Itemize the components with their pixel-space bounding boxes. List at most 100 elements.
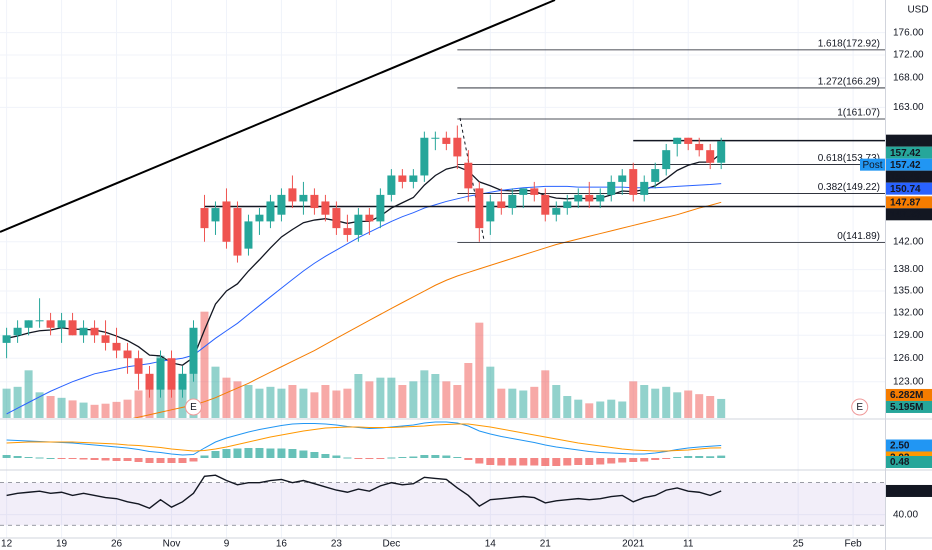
price-tag — [886, 439, 932, 452]
macd-histogram — [706, 456, 715, 458]
volume-bar — [376, 377, 385, 418]
volume-bar — [112, 401, 121, 418]
candle-body — [706, 150, 715, 163]
macd-histogram — [354, 458, 363, 459]
candle-body — [684, 137, 693, 144]
candle-body — [277, 194, 286, 215]
x-tick-label: 21 — [540, 539, 552, 550]
candle-body — [46, 320, 55, 328]
candle-body — [178, 373, 187, 390]
macd-histogram — [123, 458, 132, 461]
x-tick-label: 25 — [793, 539, 805, 550]
volume-bar — [596, 401, 605, 418]
macd-histogram — [343, 457, 352, 459]
fib-label: 0.618(153.73) — [818, 153, 880, 164]
price-tag — [886, 400, 932, 413]
macd-histogram — [607, 458, 616, 464]
event-label: E — [856, 402, 863, 413]
y-tick-label: 138.00 — [893, 264, 924, 275]
candle-body — [552, 208, 561, 215]
macd-histogram — [596, 458, 605, 465]
candle-body — [420, 137, 429, 176]
price-tag — [886, 388, 932, 401]
price-tag — [886, 208, 932, 221]
macd-histogram — [442, 455, 451, 458]
candle-body — [332, 208, 341, 229]
fib-label: 1.618(172.92) — [818, 38, 880, 49]
volume-bar — [563, 396, 572, 418]
macd-histogram — [684, 456, 693, 458]
candle-body — [156, 358, 165, 390]
x-tick-label: 14 — [485, 539, 497, 550]
volume-bar — [398, 385, 407, 418]
price-tag-label: 157.42 — [890, 160, 921, 171]
candle-body — [233, 208, 242, 256]
macd-histogram — [530, 458, 539, 466]
volume-bar — [585, 403, 594, 418]
volume-bar — [695, 394, 704, 418]
candle-body — [640, 181, 649, 195]
candle-body — [717, 141, 726, 163]
moving-average — [6, 183, 722, 415]
macd-histogram — [266, 448, 275, 458]
y-tick-label: 176.00 — [893, 27, 924, 38]
volume-bar — [35, 392, 44, 418]
fib-label: 1.272(166.29) — [818, 77, 880, 88]
candle-body — [13, 327, 22, 336]
price-tag — [886, 146, 932, 159]
macd-histogram — [365, 458, 374, 459]
x-tick-label: Dec — [382, 539, 400, 550]
volume-bar — [134, 390, 143, 418]
price-tag — [886, 456, 932, 468]
event-marker — [851, 398, 869, 416]
volume-bar — [57, 397, 66, 418]
candle-body — [255, 214, 264, 222]
candle-body — [222, 201, 231, 242]
volume-bar — [431, 374, 440, 418]
candle-body — [618, 175, 627, 182]
candle-body — [343, 228, 352, 235]
y-tick-label: 142.00 — [893, 236, 924, 247]
candle-body — [244, 221, 253, 249]
volume-bar — [365, 381, 374, 418]
macd-histogram — [629, 458, 638, 462]
candle-body — [123, 350, 132, 359]
volume-bar — [552, 385, 561, 418]
price-tag — [886, 182, 932, 195]
macd-histogram — [409, 456, 418, 458]
volume-bar — [321, 385, 330, 418]
volume-bar — [2, 388, 11, 418]
event-label: E — [190, 402, 197, 413]
macd-histogram — [453, 457, 462, 458]
candle-body — [453, 137, 462, 157]
volume-bar — [673, 392, 682, 418]
macd-histogram — [618, 458, 627, 463]
volume-bar — [123, 399, 132, 418]
macd-histogram — [35, 457, 44, 459]
candle-body — [563, 201, 572, 209]
macd-histogram — [519, 458, 528, 466]
volume-bar — [222, 377, 231, 418]
candle-body — [365, 214, 374, 222]
candle-body — [387, 175, 396, 195]
volume-bar — [662, 386, 671, 418]
macd-histogram — [112, 458, 121, 461]
candle-body — [189, 327, 198, 374]
price-tag-label: 157.53 — [890, 136, 921, 147]
volume-bar — [13, 386, 22, 418]
price-tag — [886, 484, 932, 497]
macd-histogram — [662, 458, 671, 459]
macd-histogram — [387, 457, 396, 459]
volume-bar — [24, 370, 33, 418]
macd-histogram — [310, 452, 319, 458]
macd-histogram — [299, 450, 308, 458]
macd-histogram — [464, 458, 473, 460]
signal-line — [6, 423, 722, 452]
macd-histogram — [200, 455, 209, 458]
candle-body — [497, 201, 506, 209]
candle-body — [299, 194, 308, 202]
macd-line — [6, 421, 722, 456]
price-tag-label: 157.42 — [890, 148, 921, 159]
x-tick-label: 16 — [276, 539, 288, 550]
volume-bar — [332, 390, 341, 418]
